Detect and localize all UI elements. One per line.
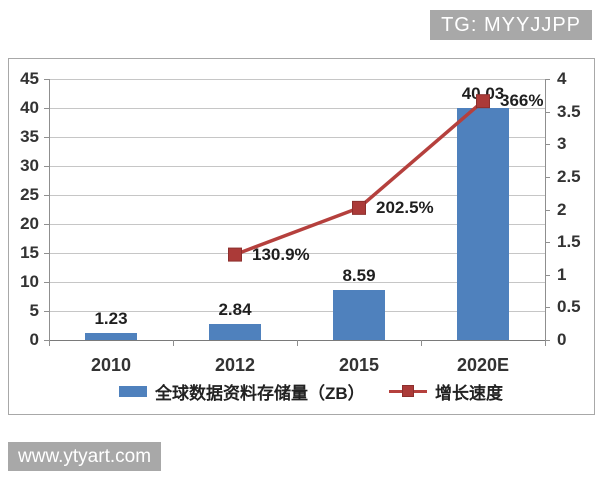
y-axis-tick-left (44, 195, 49, 196)
bar (209, 323, 261, 340)
line-marker (228, 247, 242, 262)
legend: 全球数据资料存储量（ZB） 增长速度 (9, 379, 594, 403)
plot-area: 0 5 10 15 20 25 30 35 40 45 0 0.5 1 1.5 2 2.5 3 3.5 4 2010 2… (9, 59, 594, 414)
bar-value-label: 40.03 (461, 83, 505, 103)
line-value-label: 130.9% (252, 244, 310, 264)
y-axis-tick-left (44, 79, 49, 80)
y-axis-tick-left (44, 253, 49, 254)
y-axis-label-left: 30 (20, 156, 39, 175)
y-axis-tick-left (44, 166, 49, 167)
bar-value-label: 8.59 (342, 266, 376, 286)
x-axis-label: 2010 (90, 355, 132, 375)
y-axis-line-right (545, 79, 546, 340)
y-axis-label-right: 0.5 (557, 297, 581, 317)
y-axis-tick-left (44, 108, 49, 109)
y-axis-tick-right (545, 274, 550, 276)
y-axis-label-left: 35 (20, 127, 39, 146)
y-axis-tick-left (44, 311, 49, 312)
line-value-label: 202.5% (376, 197, 434, 217)
legend-label-growth: 增长速度 (435, 383, 503, 403)
gridline (49, 282, 545, 283)
bar (85, 332, 137, 340)
chart-frame: 0 5 10 15 20 25 30 35 40 45 0 0.5 1 1.5 2 2.5 3 3.5 4 2010 2… (8, 58, 595, 415)
y-axis-label-left: 45 (20, 69, 39, 88)
x-axis-label: 2015 (338, 355, 380, 375)
x-axis-label: 2020E (456, 355, 510, 375)
y-axis-label-left: 5 (29, 301, 39, 320)
gridline (49, 311, 545, 312)
y-axis-tick-left (44, 340, 49, 341)
y-axis-tick-right (545, 209, 550, 211)
y-axis-label-left: 40 (20, 98, 39, 117)
y-axis-label-left: 10 (20, 272, 39, 291)
y-axis-line-left (49, 79, 50, 340)
y-axis-tick-left (44, 224, 49, 225)
line-value-label: 366% (500, 91, 544, 111)
y-axis-tick-left (44, 282, 49, 283)
y-axis-label-right: 0 (557, 330, 567, 349)
y-axis-label-left: 25 (20, 185, 39, 204)
x-axis-tick (297, 340, 298, 346)
y-axis-label-left: 15 (20, 243, 39, 262)
y-axis-tick-right (545, 242, 550, 244)
gridline (49, 79, 545, 80)
bar-value-label: 2.84 (218, 299, 252, 319)
y-axis-tick-right (545, 79, 550, 80)
y-axis-tick-right (545, 144, 550, 146)
x-axis-tick (545, 340, 546, 346)
legend-item-storage: 全球数据资料存储量（ZB） (119, 379, 365, 403)
x-axis-tick (173, 340, 174, 346)
line-marker (352, 200, 366, 215)
y-axis-label-right: 1.5 (557, 232, 581, 252)
legend-line-marker (402, 384, 414, 397)
x-axis-label: 2012 (214, 355, 256, 375)
bar (457, 107, 509, 340)
legend-bar-swatch-icon (119, 385, 147, 397)
legend-line-swatch-icon (389, 384, 427, 398)
y-axis-label-right: 2.5 (557, 166, 581, 186)
y-axis-tick-right (545, 340, 550, 341)
legend-label-storage: 全球数据资料存储量（ZB） (155, 383, 365, 403)
y-axis-tick-right (545, 111, 550, 113)
growth-line (234, 99, 485, 257)
y-axis-label-right: 3 (557, 134, 567, 154)
bar-value-label: 1.23 (94, 308, 128, 328)
x-axis-tick (49, 340, 50, 346)
x-axis-tick (421, 340, 422, 346)
watermark: www.ytyart.com (8, 442, 162, 471)
y-axis-label-left: 0 (29, 330, 39, 349)
y-axis-label-right: 4 (557, 69, 567, 88)
legend-item-growth: 增长速度 (389, 379, 503, 403)
y-axis-label-left: 20 (20, 214, 39, 233)
y-axis-label-right: 1 (557, 264, 567, 284)
y-axis-tick-right (545, 307, 550, 309)
y-axis-tick-left (44, 137, 49, 138)
bar (333, 290, 385, 340)
y-axis-label-right: 2 (557, 199, 567, 219)
y-axis-tick-right (545, 176, 550, 178)
tg-badge: TG: MYYJJPP (430, 10, 592, 40)
y-axis-label-right: 3.5 (557, 101, 581, 121)
